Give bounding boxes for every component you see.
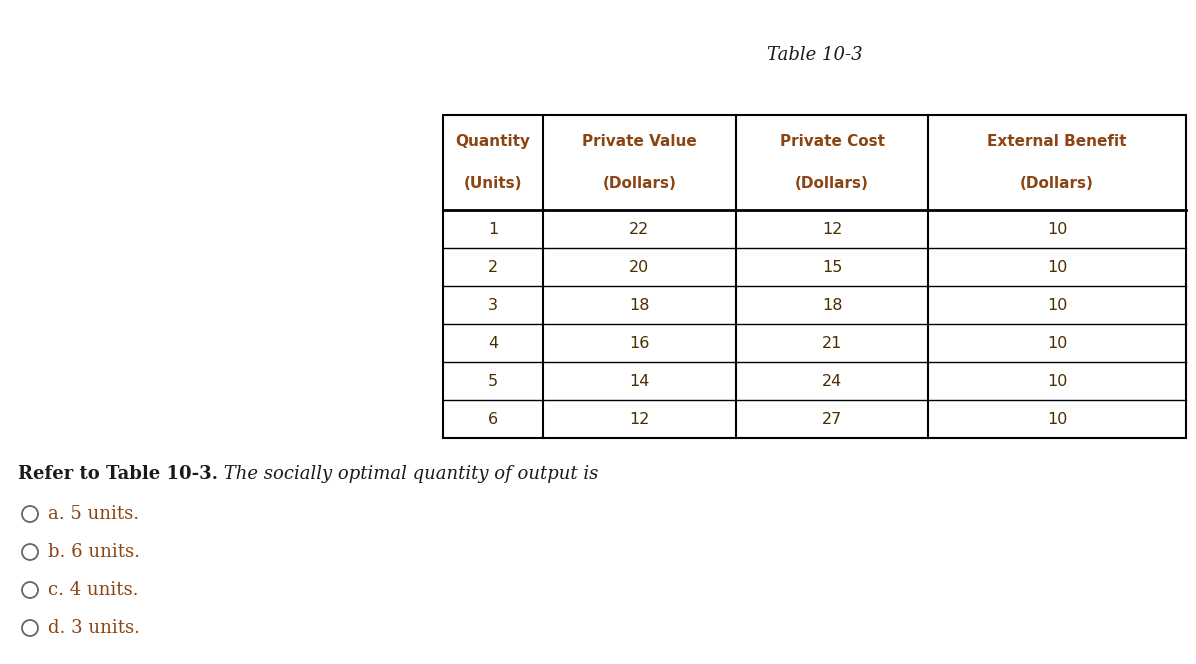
- Text: 12: 12: [629, 412, 649, 426]
- Text: Quantity: Quantity: [456, 134, 531, 149]
- Text: (Dollars): (Dollars): [603, 176, 677, 191]
- Text: a. 5 units.: a. 5 units.: [48, 505, 139, 523]
- Text: d. 3 units.: d. 3 units.: [48, 619, 140, 637]
- Text: Private Cost: Private Cost: [780, 134, 885, 149]
- Text: 10: 10: [1046, 412, 1067, 426]
- Text: 6: 6: [488, 412, 498, 426]
- Bar: [443, 115, 1186, 438]
- Text: 21: 21: [822, 335, 842, 351]
- Text: 3: 3: [488, 297, 498, 313]
- Text: 5: 5: [488, 373, 498, 388]
- Text: 20: 20: [629, 260, 649, 274]
- Text: Refer to Table 10-3.: Refer to Table 10-3.: [18, 465, 218, 483]
- Text: 24: 24: [822, 373, 842, 388]
- Text: 4: 4: [488, 335, 498, 351]
- Text: 27: 27: [822, 412, 842, 426]
- Text: c. 4 units.: c. 4 units.: [48, 581, 139, 599]
- Text: The socially optimal quantity of output is: The socially optimal quantity of output …: [218, 465, 598, 483]
- Text: 1: 1: [488, 222, 498, 236]
- Text: (Dollars): (Dollars): [795, 176, 869, 191]
- Text: 18: 18: [822, 297, 842, 313]
- Text: b. 6 units.: b. 6 units.: [48, 543, 140, 561]
- Text: 14: 14: [629, 373, 649, 388]
- Text: 16: 16: [629, 335, 649, 351]
- Text: (Units): (Units): [464, 176, 523, 191]
- Text: 18: 18: [629, 297, 649, 313]
- Text: 10: 10: [1046, 335, 1067, 351]
- Text: 15: 15: [822, 260, 842, 274]
- Text: 12: 12: [822, 222, 842, 236]
- Text: (Dollars): (Dollars): [1020, 176, 1094, 191]
- Text: 10: 10: [1046, 297, 1067, 313]
- Text: Private Value: Private Value: [582, 134, 697, 149]
- Text: 22: 22: [629, 222, 649, 236]
- Text: 10: 10: [1046, 260, 1067, 274]
- Text: 10: 10: [1046, 222, 1067, 236]
- Text: 2: 2: [488, 260, 498, 274]
- Text: External Benefit: External Benefit: [987, 134, 1127, 149]
- Text: Table 10-3: Table 10-3: [767, 46, 862, 64]
- Text: 10: 10: [1046, 373, 1067, 388]
